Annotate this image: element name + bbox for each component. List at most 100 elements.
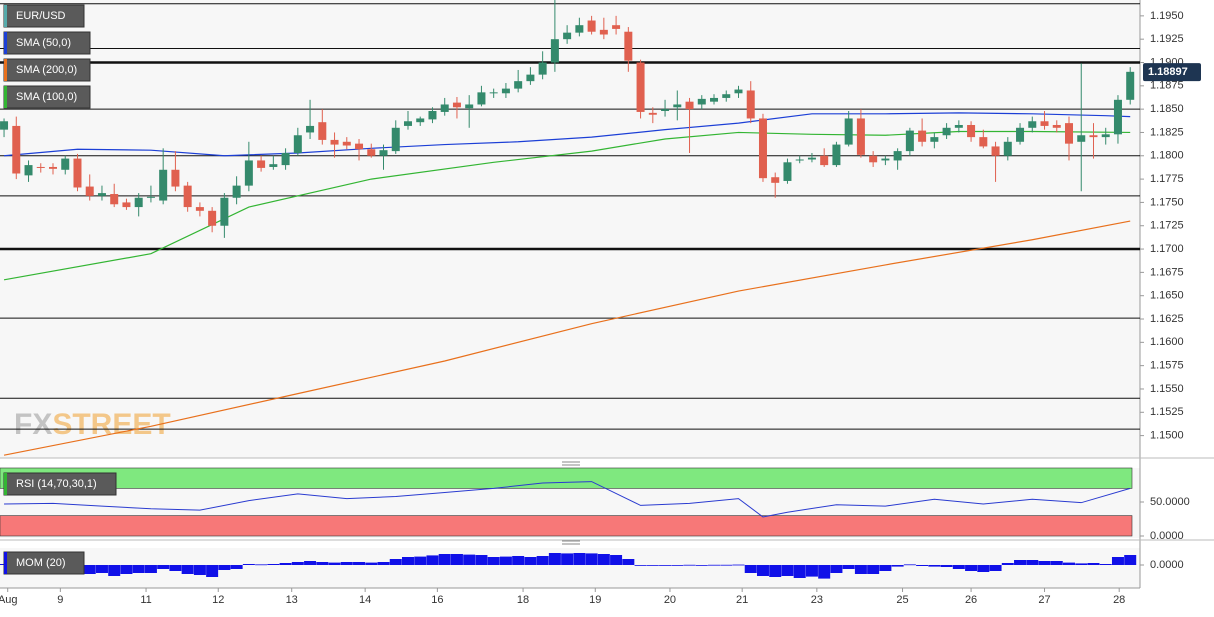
candle-body bbox=[36, 166, 45, 168]
y-tick-label: 1.1775 bbox=[1150, 173, 1184, 185]
candle-body bbox=[208, 210, 217, 226]
mom-bar bbox=[561, 553, 574, 565]
mom-bar bbox=[450, 554, 463, 565]
y-tick-label: 1.1575 bbox=[1150, 360, 1184, 372]
mom-bar bbox=[463, 554, 476, 565]
candle-body bbox=[942, 127, 951, 136]
mom-bar bbox=[193, 565, 206, 575]
candle-body bbox=[673, 104, 682, 108]
candle-body bbox=[159, 169, 168, 201]
candle-body bbox=[783, 162, 792, 181]
mom-bar bbox=[524, 557, 537, 565]
y-tick-label: 1.1525 bbox=[1150, 406, 1184, 418]
candle-body bbox=[1101, 134, 1110, 138]
mom-bar bbox=[255, 564, 268, 566]
mom-bar bbox=[389, 559, 402, 565]
mom-bar bbox=[916, 565, 929, 566]
candle-body bbox=[648, 112, 657, 115]
candle-body bbox=[575, 25, 584, 33]
candle-body bbox=[807, 157, 816, 160]
candle-body bbox=[746, 90, 755, 119]
mom-bar bbox=[597, 554, 610, 565]
candle-body bbox=[293, 135, 302, 153]
candle-body bbox=[403, 121, 412, 126]
y-tick-label: 1.1625 bbox=[1150, 313, 1184, 325]
mom-bar bbox=[120, 565, 133, 574]
mom-bar bbox=[842, 565, 855, 569]
x-tick-label: 9 bbox=[57, 594, 63, 606]
mom-bar bbox=[634, 565, 647, 566]
candle-body bbox=[918, 130, 927, 142]
mom-bar bbox=[1050, 561, 1063, 565]
legend-swatch bbox=[4, 59, 7, 81]
legend-label: EUR/USD bbox=[16, 10, 66, 22]
candle-body bbox=[710, 97, 719, 102]
legend-swatch bbox=[4, 5, 7, 27]
mom-bar bbox=[646, 565, 659, 566]
mom-bar bbox=[708, 564, 721, 566]
mom-bar bbox=[952, 565, 965, 569]
x-tick-label: 26 bbox=[965, 594, 977, 606]
watermark: FXSTREET bbox=[14, 408, 171, 441]
candle-body bbox=[244, 160, 253, 186]
candle-body bbox=[73, 158, 82, 188]
candle-body bbox=[599, 29, 608, 35]
y-tick-label: 1.1950 bbox=[1150, 10, 1184, 22]
candle-body bbox=[697, 98, 706, 105]
candle-body bbox=[489, 92, 498, 94]
candle-body bbox=[1113, 99, 1122, 135]
mom-bar bbox=[744, 565, 757, 573]
candle-body bbox=[1040, 121, 1049, 126]
candle-body bbox=[355, 143, 364, 150]
candle-body bbox=[624, 31, 633, 61]
candle-body bbox=[195, 207, 204, 211]
y-tick-label: 1.1600 bbox=[1150, 336, 1184, 348]
mom-bar bbox=[108, 565, 121, 576]
mom-bar bbox=[989, 565, 1002, 571]
mom-bar bbox=[659, 565, 672, 566]
y-tick-label: 0.0000 bbox=[1150, 559, 1184, 571]
candle-body bbox=[820, 155, 829, 166]
candle-body bbox=[49, 166, 58, 169]
mom-bar bbox=[206, 565, 219, 577]
mom-bar bbox=[622, 559, 635, 565]
legend-swatch bbox=[4, 86, 7, 108]
mom-bar bbox=[487, 557, 500, 565]
candle-body bbox=[391, 127, 400, 152]
mom-bar bbox=[720, 564, 733, 566]
candle-body bbox=[1089, 135, 1098, 138]
y-tick-label: 1.1850 bbox=[1150, 103, 1184, 115]
candle-body bbox=[1016, 127, 1025, 142]
mom-bar bbox=[365, 562, 378, 565]
candle-body bbox=[85, 186, 94, 196]
y-tick-label: 1.1750 bbox=[1150, 196, 1184, 208]
sma-line bbox=[3, 112, 1131, 157]
candle-body bbox=[612, 25, 621, 29]
candle-body bbox=[636, 62, 645, 112]
x-tick-label: 19 bbox=[589, 594, 601, 606]
candle-body bbox=[24, 165, 33, 176]
candle-body bbox=[318, 122, 327, 140]
mom-bar bbox=[781, 565, 794, 576]
mom-bar bbox=[585, 553, 598, 565]
candle-body bbox=[367, 149, 376, 156]
candle-body bbox=[869, 155, 878, 163]
resize-handle[interactable] bbox=[562, 461, 580, 545]
candle-body bbox=[1052, 124, 1061, 128]
last-price-box bbox=[1143, 63, 1201, 82]
candle-body bbox=[61, 158, 70, 170]
mom-bar bbox=[218, 565, 231, 570]
mom-bar bbox=[328, 562, 341, 565]
mom-bar bbox=[769, 565, 782, 577]
candle-body bbox=[661, 109, 670, 112]
x-tick-label: 28 bbox=[1113, 594, 1125, 606]
candle-body bbox=[97, 193, 106, 196]
candle-body bbox=[893, 151, 902, 161]
candle-body bbox=[220, 197, 229, 226]
candle-body bbox=[452, 102, 461, 108]
mom-bar bbox=[426, 555, 439, 565]
x-tick-label: 13 bbox=[286, 594, 298, 606]
candle-body bbox=[477, 92, 486, 105]
mom-bar bbox=[867, 565, 880, 574]
rsi-band bbox=[0, 467, 1133, 489]
